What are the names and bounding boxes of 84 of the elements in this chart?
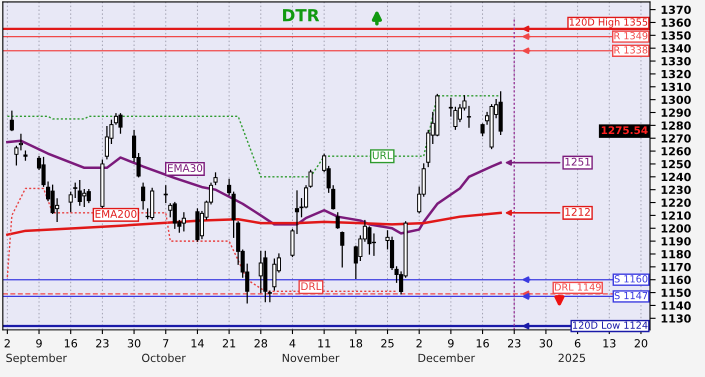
candlestick (23, 150, 28, 161)
ref-line-label: 120D High 1355 (570, 18, 648, 28)
y-tick-label: 1230 (662, 186, 691, 194)
y-tick-label: 1240 (662, 172, 691, 182)
series-label: URL (372, 152, 393, 160)
y-tick-label: 1130 (662, 314, 691, 323)
text: November (282, 353, 340, 362)
candlestick (294, 190, 300, 234)
y-tick-label: 1330 (662, 57, 691, 66)
line-series (6, 95, 502, 178)
x-tick-label: 16 (476, 339, 489, 348)
x-tick-label: 7 (163, 339, 168, 348)
x-tick-label: 30 (128, 339, 140, 348)
y-tick-label: 1360 (662, 18, 691, 27)
ref-line-label: 120D Low 1124 (573, 321, 648, 329)
ref-line-label: R 1349 (614, 32, 648, 40)
y-tick-label: 1280 (662, 121, 691, 130)
ref-line-label: R 1338 (614, 46, 648, 54)
x-tick-label: 23 (508, 339, 520, 348)
y-tick-label: 1270 (662, 134, 691, 143)
x-tick-label: 14 (192, 339, 204, 348)
y-tick-label: 1300 (662, 96, 691, 104)
y-tick-label: 1260 (662, 147, 691, 156)
candlestick (308, 170, 313, 188)
x-tick-label: 9 (448, 339, 454, 348)
chart-title: DTR (283, 9, 320, 22)
x-tick-label: 11 (318, 339, 330, 348)
series-label: EMA30 (168, 164, 202, 172)
y-tick-label: 1320 (662, 70, 691, 78)
x-tick-label: 4 (289, 339, 296, 348)
y-tick-label: 1370 (662, 6, 691, 14)
y-tick-label: 1160 (662, 276, 691, 284)
text: December (418, 353, 476, 362)
y-tick-label: 1150 (662, 288, 691, 297)
x-tick-label: 23 (96, 339, 109, 348)
y-tick-label: 1310 (662, 82, 691, 92)
x-tick-label: 9 (36, 339, 42, 348)
candlestick (118, 113, 123, 134)
series-label: DRL (301, 282, 322, 290)
y-tick-label: 1210 (662, 211, 691, 220)
x-tick-label: 13 (603, 339, 616, 348)
series-label: EMA200 (96, 210, 136, 218)
data-label: 1212 (565, 208, 590, 216)
data-label: 1251 (565, 158, 590, 166)
x-tick-label: 20 (634, 339, 648, 348)
y-tick-label: 1250 (662, 160, 691, 168)
y-tick-label: 1180 (662, 250, 691, 258)
text: 2025 (558, 354, 586, 362)
annotation: 1275.54 (602, 126, 648, 134)
x-tick-label: 28 (254, 339, 268, 348)
x-tick-label: 25 (381, 339, 394, 348)
candlestick (466, 106, 472, 128)
y-tick-label: 1350 (662, 31, 691, 40)
y-tick-label: 1290 (662, 108, 691, 117)
line-series (6, 212, 502, 236)
candlestick (14, 146, 18, 166)
candlestick (340, 231, 344, 268)
x-tick-label: 21 (222, 339, 236, 348)
candlestick (182, 212, 186, 232)
candlestick (336, 212, 340, 229)
text: September (6, 353, 68, 364)
x-tick-label: 6 (574, 339, 580, 348)
candlestick (141, 182, 146, 210)
candlestick (10, 110, 14, 132)
ref-line-label: S 1160 (614, 275, 648, 283)
ref-line-label: DRL 1149 (554, 283, 601, 291)
candlestick (213, 172, 218, 186)
y-tick-label: 1340 (662, 44, 691, 53)
candlestick (41, 156, 46, 187)
x-tick-label: 2 (4, 339, 10, 348)
text: October (142, 353, 186, 362)
x-tick-label: 2 (416, 339, 422, 348)
y-tick-label: 1190 (662, 237, 691, 246)
x-tick-label: 18 (350, 339, 362, 348)
ref-line-label: S 1147 (614, 292, 648, 300)
candlestick (18, 134, 23, 150)
y-tick-label: 1140 (662, 301, 691, 310)
x-tick-label: 30 (540, 339, 552, 348)
y-tick-label: 1220 (662, 198, 691, 207)
candlestick (304, 185, 308, 208)
y-tick-label: 1200 (662, 224, 691, 233)
x-tick-label: 16 (64, 339, 78, 348)
y-tick-label: 1170 (662, 262, 691, 272)
candlestick (114, 113, 118, 125)
